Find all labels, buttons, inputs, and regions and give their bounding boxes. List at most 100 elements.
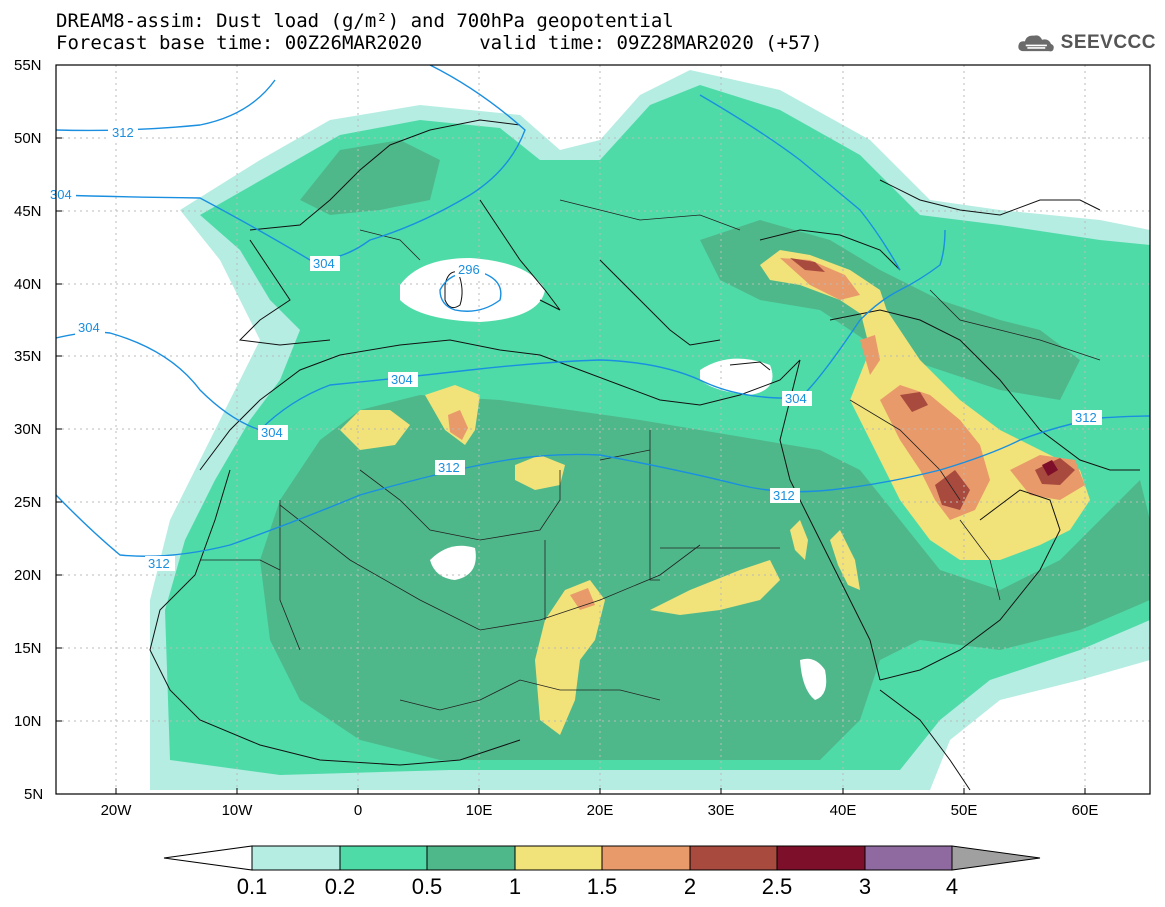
dust-band-0-5 — [260, 395, 1150, 760]
contour-value: 304 — [78, 320, 100, 335]
dust-field — [56, 65, 1150, 794]
colorbar-swatch — [514, 845, 603, 871]
colorbar-label: 0.2 — [325, 874, 356, 899]
colorbar-label: 0.5 — [412, 874, 443, 899]
lat-labels: 55N 50N 45N 40N 35N 30N 25N 20N 15N 10N … — [14, 57, 43, 803]
contour-label: 304 — [310, 256, 340, 271]
contour-label: 312 — [770, 488, 800, 503]
contour-line — [56, 415, 1150, 557]
dust-band-1-chad — [535, 580, 605, 735]
contour-value: 312 — [773, 488, 795, 503]
colorbar-labels: 0.1 0.2 0.5 1 1.5 2 2.5 3 4 — [237, 874, 958, 899]
dust-band-1-sudan — [650, 560, 780, 615]
logo-text: SEEVCCC — [1060, 32, 1156, 53]
contour-value: 304 — [313, 256, 335, 271]
colorbar-swatch — [601, 845, 691, 871]
contour-label: 304 — [388, 372, 418, 387]
lon-label: 40E — [830, 802, 857, 819]
contour-value: 304 — [261, 425, 283, 440]
contour-line — [699, 94, 901, 271]
contour-value: 304 — [391, 372, 413, 387]
dust-band-2-iraq — [900, 392, 928, 412]
title-line-1: DREAM8-assim: Dust load (g/m²) and 700hP… — [56, 10, 674, 32]
colorbar-high-triangle — [951, 845, 1041, 871]
lon-label: 20E — [587, 802, 614, 819]
contour-labels: 312 304 304 296 304 304 304 304 — [50, 125, 1102, 571]
clear-area-horn — [800, 658, 827, 700]
contour-line — [56, 79, 276, 132]
colorbar-swatch — [339, 845, 428, 871]
colorbar-label: 2 — [684, 874, 696, 899]
contour-label: 296 — [455, 262, 485, 277]
lon-label: 10W — [222, 802, 254, 819]
lon-label: 20W — [101, 802, 133, 819]
contour-line — [56, 65, 526, 261]
colorbar-label: 1 — [509, 874, 521, 899]
dust-band-1-5-levant — [860, 335, 880, 375]
contour-value: 312 — [112, 125, 134, 140]
contour-value: 312 — [148, 556, 170, 571]
dust-band-2-arabia — [935, 470, 970, 510]
clear-area-sahara — [430, 545, 476, 580]
coastlines — [149, 119, 1140, 791]
contour-value: 312 — [1075, 410, 1097, 425]
colorbar-label: 1.5 — [587, 874, 618, 899]
dust-band-2-turkey — [790, 258, 825, 272]
clear-area-tyrrhenian — [400, 258, 545, 322]
colorbar-label: 2.5 — [762, 874, 793, 899]
dust-band-1-5-chad — [570, 588, 595, 610]
lat-label: 45N — [14, 203, 42, 220]
dust-band-1-eritrea — [830, 530, 860, 590]
ticks — [56, 64, 1086, 795]
lon-label: 60E — [1072, 802, 1099, 819]
clear-area-east-med — [700, 358, 773, 395]
dust-band-1-5-turkey — [780, 258, 860, 300]
lat-label: 50N — [14, 130, 42, 147]
dust-band-2-5-iran — [1042, 460, 1058, 476]
colorbar-label: 3 — [859, 874, 871, 899]
lat-label: 15N — [14, 640, 42, 657]
lat-label: 10N — [14, 713, 42, 730]
colorbar-label: 0.1 — [237, 874, 268, 899]
seevccc-logo: SEEVCCC — [1016, 28, 1156, 58]
lon-label: 50E — [951, 802, 978, 819]
lat-label: 5N — [24, 786, 43, 803]
contour-label: 312 — [435, 460, 465, 475]
colorbar-swatch — [251, 845, 341, 871]
cloud-icon — [1018, 35, 1054, 52]
lat-label: 30N — [14, 421, 42, 438]
contour-label: 312 — [1072, 410, 1102, 425]
lat-label: 25N — [14, 494, 42, 511]
contour-label: 304 — [258, 425, 288, 440]
contour-value: 296 — [458, 262, 480, 277]
dust-band-1-libya — [515, 455, 565, 490]
contour-value: 304 — [50, 187, 72, 202]
lat-label: 40N — [14, 276, 42, 293]
colorbar-label: 4 — [946, 874, 958, 899]
geopotential-contours — [56, 65, 1150, 557]
contour-label: 312 — [145, 556, 175, 571]
dust-band-1-redsea — [790, 520, 808, 560]
lon-label: 10E — [466, 802, 493, 819]
contour-label: 304 — [75, 320, 105, 335]
contour-value: 312 — [438, 460, 460, 475]
title-line-2: Forecast base time: 00Z26MAR2020 valid t… — [56, 32, 823, 54]
lon-label: 30E — [708, 802, 735, 819]
lat-label: 20N — [14, 567, 42, 584]
contour-value: 304 — [785, 391, 807, 406]
contour-label: 312 — [108, 125, 138, 140]
colorbar-swatch — [776, 845, 866, 871]
lon-label: 0 — [354, 802, 362, 819]
lon-labels: 20W 10W 0 10E 20E 30E 40E 50E 60E — [101, 802, 1099, 819]
colorbar-swatch — [689, 845, 778, 871]
contour-line — [259, 359, 801, 431]
colorbar-swatch — [426, 845, 516, 871]
lat-label: 35N — [14, 348, 42, 365]
colorbar-swatch — [864, 845, 953, 871]
contour-label: 304 — [782, 391, 812, 406]
colorbar-low-triangle — [163, 845, 253, 871]
contour-label: 304 — [50, 187, 76, 202]
lat-label: 55N — [14, 57, 42, 74]
contour-line — [799, 229, 946, 399]
